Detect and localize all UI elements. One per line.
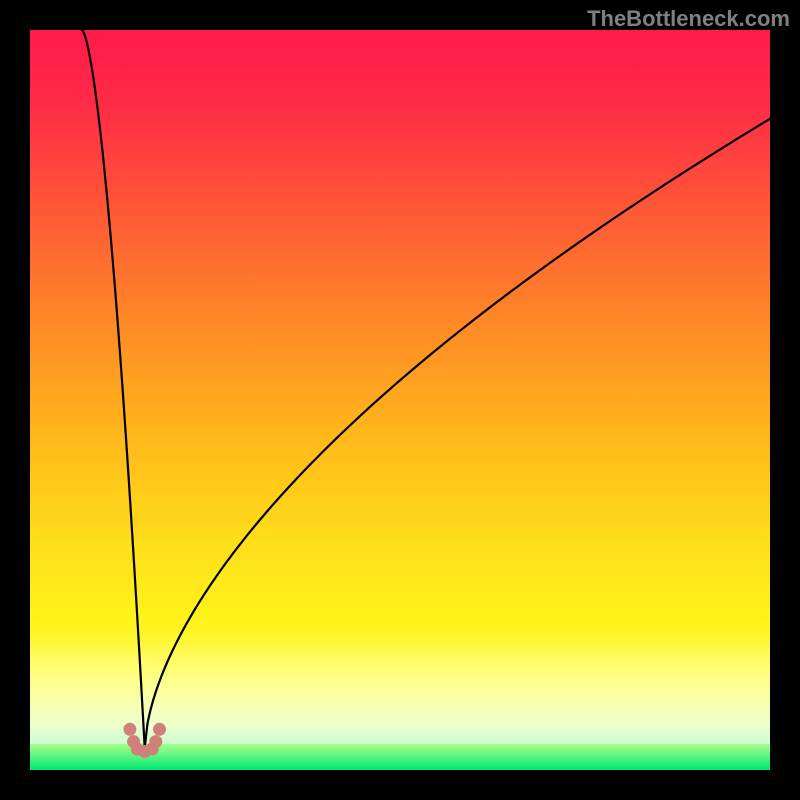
watermark-text: TheBottleneck.com <box>587 6 790 32</box>
dip-marker-dot <box>149 735 162 748</box>
dip-marker-dot <box>153 723 166 736</box>
curve-layer <box>30 30 770 770</box>
dip-marker-dot <box>123 723 136 736</box>
plot-area <box>30 30 770 770</box>
bottleneck-curve <box>82 30 770 748</box>
chart-root: TheBottleneck.com <box>0 0 800 800</box>
